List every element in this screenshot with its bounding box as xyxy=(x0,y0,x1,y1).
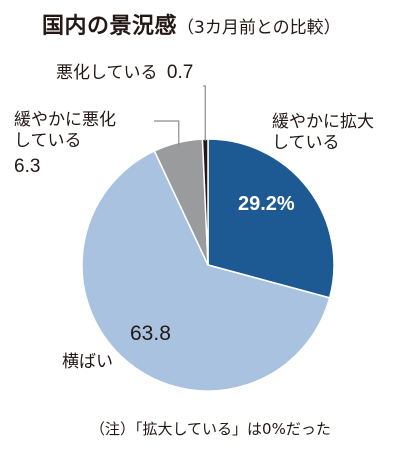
label-mild-worse-value: 6.3 xyxy=(14,156,41,177)
label-mild-worse: 緩やかに悪化 している 6.3 xyxy=(14,110,116,177)
value-label-expand: 29.2% xyxy=(238,193,295,215)
pie-slice-flat xyxy=(81,150,331,392)
label-mild-worse-line1: 緩やかに悪化 xyxy=(14,110,116,130)
label-mild-worse-line2: している xyxy=(14,131,82,151)
chart-subtitle: （3カ月前との比較） xyxy=(177,18,341,38)
label-expand: 緩やかに拡大 している xyxy=(272,112,374,154)
pie-slice-expand xyxy=(207,138,335,299)
label-expand-line1: 緩やかに拡大 xyxy=(272,112,374,132)
value-label-flat: 63.8 xyxy=(130,322,171,345)
label-worse: 悪化している 0.7 xyxy=(56,62,193,84)
chart-title-main: 国内の景況感 xyxy=(42,14,178,39)
label-worse-text: 悪化している xyxy=(56,63,158,83)
leader-line-mild-worse xyxy=(154,120,180,147)
chart-note: （注）「拡大している」は0%だった xyxy=(90,420,331,438)
chart-title: 国内の景況感（3カ月前との比較） xyxy=(42,8,341,40)
label-flat-text: 横ばい xyxy=(62,352,113,372)
label-worse-value: 0.7 xyxy=(166,62,194,83)
label-flat: 横ばい xyxy=(62,352,113,373)
leader-line-worse xyxy=(203,85,206,142)
label-expand-line2: している xyxy=(272,133,340,153)
